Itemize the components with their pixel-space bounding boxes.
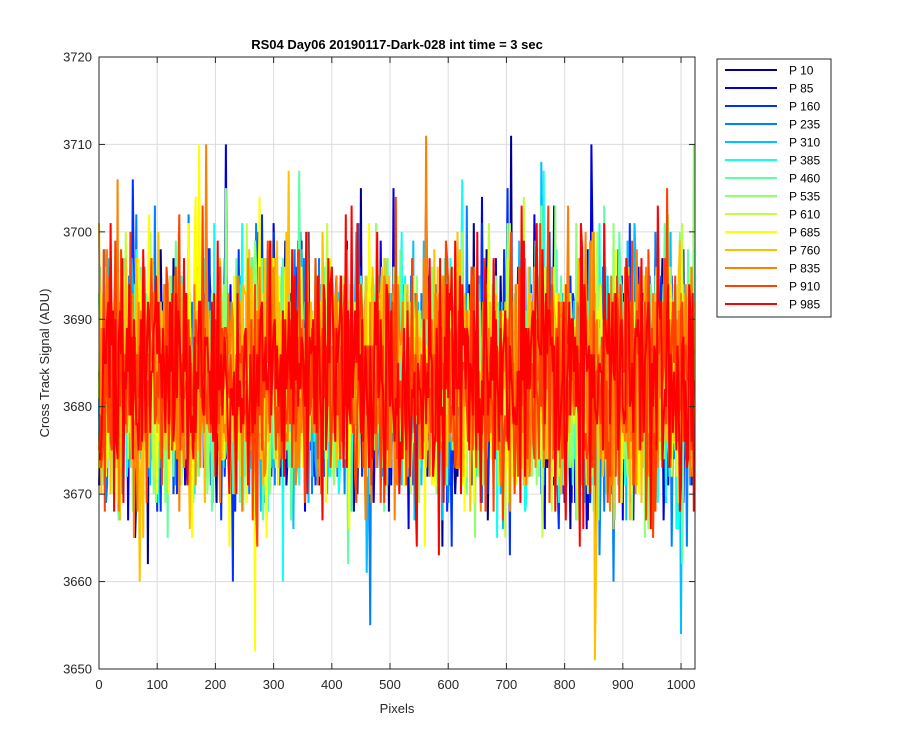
x-tick-label: 0 (95, 677, 102, 692)
x-tick-label: 300 (263, 677, 285, 692)
legend-entry-label: P 85 (789, 82, 814, 96)
y-tick-label: 3710 (63, 137, 92, 152)
legend-entry-label: P 310 (789, 136, 820, 150)
legend-entry-label: P 235 (789, 118, 820, 132)
axis-ticks: 0 100 200 300 400 500 600 700 800 900 1000 3650 3660… (63, 50, 695, 693)
legend-entry-label: P 385 (789, 154, 820, 168)
legend-entry-label: P 535 (789, 190, 820, 204)
legend-entry-label: P 160 (789, 100, 820, 114)
y-tick-label: 3660 (63, 574, 92, 589)
legend-entry-label: P 685 (789, 226, 820, 240)
plot-frame (98, 56, 696, 670)
y-tick-label: 3650 (63, 662, 92, 677)
x-axis-label: Pixels (380, 701, 415, 716)
x-tick-label: 200 (205, 677, 227, 692)
y-tick-label: 3680 (63, 399, 92, 414)
y-tick-label: 3670 (63, 487, 92, 502)
legend-entry-label: P 460 (789, 172, 820, 186)
series-line (99, 205, 695, 556)
x-tick-label: 600 (437, 677, 459, 692)
legend-entry-label: P 985 (789, 298, 820, 312)
legend-entry-label: P 610 (789, 208, 820, 222)
legend-box (716, 58, 832, 318)
x-tick-label: 500 (379, 677, 401, 692)
legend-entry-label: P 835 (789, 262, 820, 276)
y-tick-label: 3700 (63, 224, 92, 239)
legend-entry-label: P 760 (789, 244, 820, 258)
legend-entry-label: P 910 (789, 280, 820, 294)
chart-title: RS04 Day06 20190117-Dark-028 int time = … (251, 37, 543, 52)
x-tick-label: 800 (554, 677, 576, 692)
y-axis-label: Cross Track Signal (ADU) (37, 289, 52, 438)
legend-entry-label: P 10 (789, 64, 814, 78)
x-tick-label: 400 (321, 677, 343, 692)
x-tick-label: 700 (496, 677, 518, 692)
x-tick-label: 100 (146, 677, 168, 692)
x-tick-label: 900 (612, 677, 634, 692)
y-tick-label: 3690 (63, 312, 92, 327)
legend: P 10 P 85 P 160 P 235 P 310 P 385 P 460 P 535 P … (716, 58, 832, 318)
y-tick-label: 3720 (63, 50, 92, 65)
x-tick-label: 1000 (667, 677, 696, 692)
series-layer (98, 135, 695, 661)
